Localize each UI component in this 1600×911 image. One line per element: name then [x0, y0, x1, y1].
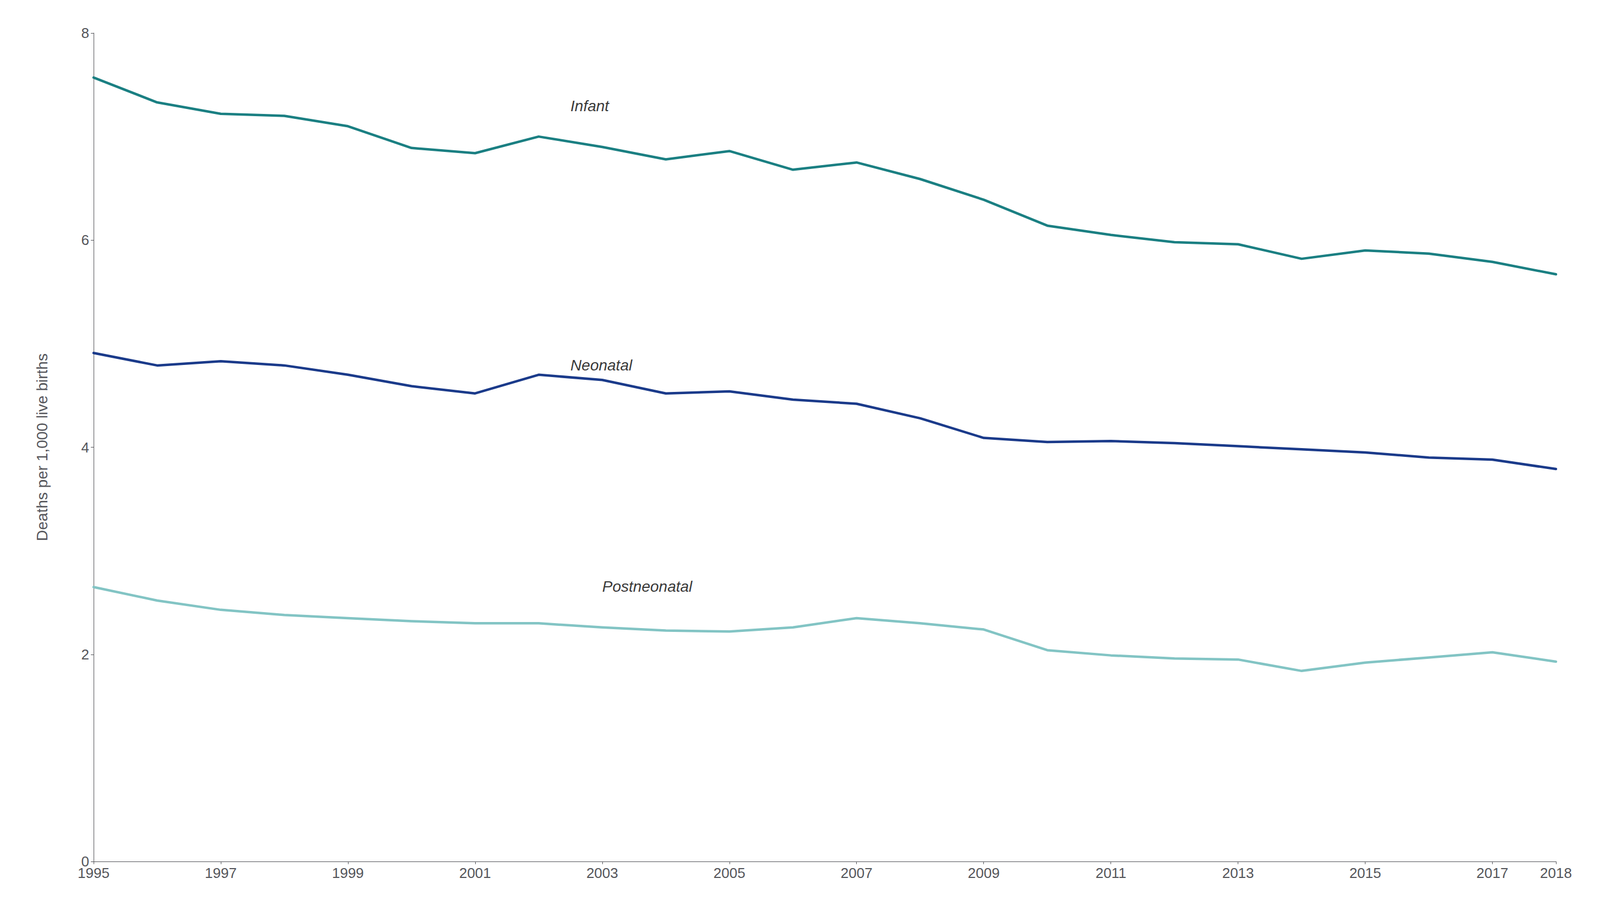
- svg-text:2013: 2013: [1222, 864, 1255, 882]
- svg-text:2005: 2005: [713, 864, 746, 882]
- svg-text:2003: 2003: [586, 864, 619, 882]
- svg-text:2007: 2007: [840, 864, 873, 882]
- svg-text:1995: 1995: [77, 864, 110, 882]
- svg-text:Postneonatal: Postneonatal: [602, 578, 693, 596]
- svg-text:4: 4: [81, 439, 90, 456]
- svg-text:Deaths per 1,000 live births: Deaths per 1,000 live births: [33, 353, 51, 542]
- svg-text:2018: 2018: [1539, 864, 1572, 882]
- svg-text:Infant: Infant: [570, 97, 610, 115]
- svg-text:1999: 1999: [332, 864, 364, 882]
- svg-text:1997: 1997: [204, 864, 237, 882]
- svg-text:Neonatal: Neonatal: [570, 356, 633, 374]
- svg-text:0: 0: [81, 853, 90, 870]
- svg-text:2: 2: [81, 646, 90, 663]
- svg-text:6: 6: [81, 231, 90, 249]
- svg-text:2001: 2001: [459, 864, 492, 882]
- svg-text:2009: 2009: [967, 864, 1000, 882]
- svg-text:2017: 2017: [1476, 864, 1509, 882]
- svg-text:2015: 2015: [1349, 864, 1382, 882]
- svg-text:2011: 2011: [1095, 864, 1127, 882]
- svg-text:8: 8: [81, 24, 90, 42]
